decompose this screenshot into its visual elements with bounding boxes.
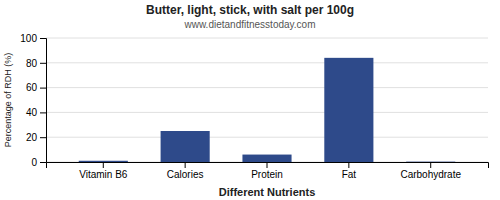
y-axis: 0 20 40 60 80 100 (20, 33, 46, 168)
x-axis: Vitamin B6 Calories Protein Fat Carbohydrate (47, 162, 489, 180)
x-axis-title: Different Nutrients (219, 186, 316, 198)
y-tick-mark (40, 112, 46, 113)
grid-line (46, 38, 488, 39)
x-tick-mark (267, 162, 268, 168)
bar (161, 131, 210, 162)
y-tick-label: 20 (26, 132, 38, 143)
y-tick-label: 0 (31, 157, 37, 168)
x-tick-mark (103, 162, 104, 168)
y-tick-mark (40, 63, 46, 64)
subtitle: www.dietandfitnesstoday.com (184, 19, 316, 30)
chart-svg: Butter, light, stick, with salt per 100g… (0, 0, 500, 200)
x-tick: Vitamin B6 (79, 162, 128, 180)
y-tick-mark (40, 88, 46, 89)
x-tick-label: Carbohydrate (400, 169, 461, 180)
bar (79, 161, 128, 162)
bar (242, 155, 291, 162)
bars (79, 58, 456, 162)
y-tick-mark (40, 38, 46, 39)
y-tick: 60 (26, 82, 46, 93)
x-tick-mark (185, 162, 186, 168)
y-tick-mark (40, 162, 46, 163)
title: Butter, light, stick, with salt per 100g (146, 3, 354, 17)
bar (324, 58, 373, 162)
x-tick: Carbohydrate (400, 162, 461, 180)
x-axis-line (47, 163, 489, 169)
y-tick: 40 (26, 107, 46, 118)
y-axis-title: Percentage of RDH (%) (3, 53, 13, 148)
x-tick-label: Vitamin B6 (79, 169, 128, 180)
grid (46, 38, 488, 162)
grid-line (46, 137, 488, 138)
grid-line (46, 112, 488, 113)
y-tick-label: 60 (26, 82, 38, 93)
x-tick: Calories (167, 162, 204, 180)
y-tick: 20 (26, 132, 46, 143)
y-tick-label: 80 (26, 58, 38, 69)
plot-area: 0 20 40 60 80 100 Vitamin B6 Calories Protein Fat… (20, 33, 488, 180)
x-tick-label: Calories (167, 169, 204, 180)
y-tick: 80 (26, 58, 46, 69)
x-tick-label: Fat (342, 169, 357, 180)
x-tick: Fat (342, 162, 357, 180)
bar (406, 161, 455, 162)
y-tick-label: 100 (20, 33, 37, 44)
y-tick-mark (40, 137, 46, 138)
grid-line (46, 87, 488, 88)
grid-line (46, 62, 488, 63)
x-tick: Protein (251, 162, 283, 180)
y-tick-label: 40 (26, 107, 38, 118)
x-tick-mark (348, 162, 349, 168)
y-tick: 0 (31, 157, 46, 168)
y-tick: 100 (20, 33, 46, 44)
x-tick-label: Protein (251, 169, 283, 180)
chart-container: Butter, light, stick, with salt per 100g… (0, 0, 500, 200)
y-axis-line (40, 39, 47, 163)
x-tick-mark (430, 162, 431, 168)
